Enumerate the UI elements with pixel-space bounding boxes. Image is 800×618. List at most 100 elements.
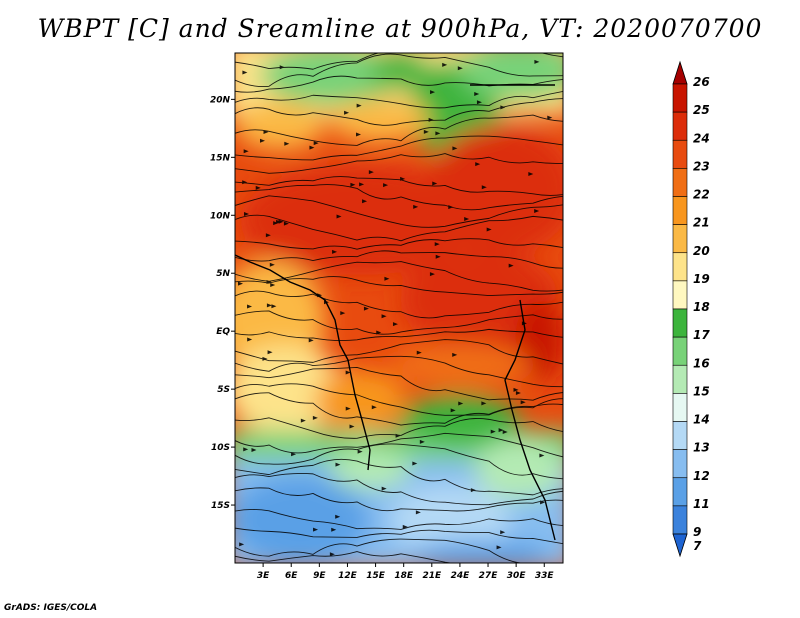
y-tick-label: 5N xyxy=(216,269,230,279)
streamline-arrow xyxy=(359,182,365,187)
colorbar-segment xyxy=(672,477,688,507)
colorbar-segment xyxy=(672,83,688,113)
streamline-arrow xyxy=(344,110,350,115)
colorbar-label: 20 xyxy=(693,244,710,258)
streamline-arrow xyxy=(416,350,422,355)
colorbar-segment xyxy=(672,224,688,254)
streamline xyxy=(235,90,563,109)
x-tick-label: 33E xyxy=(535,571,555,581)
colorbar-label: 16 xyxy=(693,356,710,370)
streamline-arrow xyxy=(458,401,464,406)
x-tick-label: 12E xyxy=(338,571,358,581)
streamline-arrow xyxy=(308,338,314,343)
streamline xyxy=(235,487,563,512)
x-tick-label: 27E xyxy=(479,571,499,581)
colorbar-segment xyxy=(672,364,688,394)
streamline xyxy=(235,458,563,496)
streamline-arrow xyxy=(432,181,438,186)
streamline-arrow xyxy=(312,415,318,420)
streamline-arrow xyxy=(486,227,492,232)
coastline xyxy=(235,84,556,541)
streamline-arrow xyxy=(452,146,458,151)
x-tick-label: 24E xyxy=(451,571,471,581)
colorbar-segment xyxy=(672,449,688,479)
streamline xyxy=(235,432,563,458)
streamline-arrow xyxy=(345,406,351,411)
colorbar-segment xyxy=(672,505,688,535)
y-tick-label: 15S xyxy=(211,501,230,511)
streamline-arrow xyxy=(262,356,268,361)
streamline-arrow xyxy=(273,221,279,226)
x-tick-label: 6E xyxy=(285,571,298,581)
x-tick-label: 21E xyxy=(422,571,442,581)
streamline-arrow xyxy=(340,311,346,316)
streamline-arrow xyxy=(356,103,362,108)
streamline-arrow xyxy=(475,162,481,167)
colorbar-label: 14 xyxy=(693,413,710,427)
streamline xyxy=(235,276,563,297)
streamline-arrow xyxy=(402,524,408,529)
streamline-arrow xyxy=(243,447,249,452)
streamline-arrow xyxy=(539,453,545,458)
streamline-arrow xyxy=(238,281,244,286)
streamline-arrow xyxy=(313,527,319,532)
y-tick-label: 5S xyxy=(217,385,230,395)
streamline-arrow xyxy=(412,461,418,466)
streamline-arrow xyxy=(284,141,290,146)
colorbar-label: 22 xyxy=(693,188,710,202)
streamline-arrow xyxy=(251,447,257,452)
streamline-arrow xyxy=(266,303,272,308)
temperature-field xyxy=(235,53,563,563)
streamline-arrow xyxy=(356,132,362,137)
y-tick-label: 15N xyxy=(210,153,231,163)
streamline-arrow xyxy=(270,283,276,288)
streamline-arrow xyxy=(419,439,425,444)
streamline-arrow xyxy=(442,62,448,67)
streamline-arrow xyxy=(500,105,506,110)
streamline-arrow xyxy=(434,242,440,247)
streamline-arrow xyxy=(381,314,387,319)
streamline-arrow xyxy=(247,304,253,309)
colorbar-label: 23 xyxy=(693,159,710,173)
streamline-arrow xyxy=(271,304,277,309)
streamline-arrow xyxy=(279,65,285,70)
colorbar-label: 17 xyxy=(693,328,710,342)
streamline-arrow xyxy=(247,337,253,342)
streamline-arrow xyxy=(350,182,356,187)
colorbar-bottom-arrow xyxy=(672,533,688,558)
streamline-arrow xyxy=(332,249,338,254)
streamline xyxy=(235,75,563,93)
streamline-arrow xyxy=(513,387,519,392)
colorbar: 26 25 24 23 22 21 20 19 18 17 16 15 14 13 12 11 97 xyxy=(672,60,710,558)
streamline-arrow xyxy=(423,129,429,134)
streamline-arrow xyxy=(381,486,387,491)
colorbar-label: 15 xyxy=(693,384,710,398)
streamline-arrow xyxy=(496,545,502,550)
streamline-arrow xyxy=(263,130,269,135)
streamline-arrow xyxy=(357,449,363,454)
streamline-arrow xyxy=(349,424,355,429)
streamline-arrow xyxy=(415,510,421,515)
y-axis: 20N 15N 10N 5N EQ 5S 10S 15S xyxy=(210,95,235,511)
streamline-arrow xyxy=(244,212,250,217)
streamline xyxy=(235,366,563,401)
streamline xyxy=(235,473,563,506)
streamline-arrow xyxy=(371,405,377,410)
streamline-arrow xyxy=(255,185,261,190)
streamline-arrow xyxy=(428,117,434,122)
streamline-arrow xyxy=(429,272,435,277)
streamline-arrow xyxy=(534,208,540,213)
streamline-arrow xyxy=(376,330,382,335)
streamline-arrow xyxy=(345,370,351,375)
streamline xyxy=(235,53,563,88)
streamline xyxy=(235,551,454,563)
streamline-arrow xyxy=(435,254,441,259)
x-tick-label: 18E xyxy=(394,571,414,581)
streamline-arrow xyxy=(243,149,249,154)
streamline xyxy=(235,355,563,388)
x-tick-label: 30E xyxy=(507,571,527,581)
map-frame xyxy=(234,52,564,564)
x-tick-label: 9E xyxy=(313,571,326,581)
streamline xyxy=(235,135,563,161)
